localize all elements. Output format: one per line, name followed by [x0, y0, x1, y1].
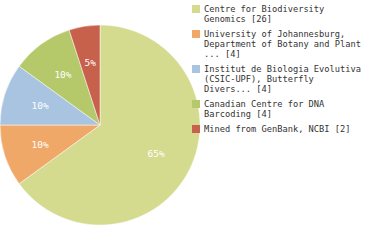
html-text:... [4]: ... [4]	[204, 49, 241, 59]
html-text:Genomics [26]: Genomics [26]	[204, 14, 272, 24]
html-text:Institut de Biologia Evolutiva: Institut de Biologia Evolutiva	[204, 64, 361, 74]
html-text:Divers... [4]: Divers... [4]	[204, 84, 272, 94]
html-text:Canadian Centre for DNA: Canadian Centre for DNA	[204, 99, 325, 109]
svg-text:65%: 65%	[148, 148, 165, 159]
html-text:(CSIC-UPF), Butterfly: (CSIC-UPF), Butterfly	[204, 74, 314, 84]
svg-text:10%: 10%	[54, 69, 71, 80]
html-text:University of Johannesburg,: University of Johannesburg,	[204, 29, 346, 39]
html-text:Mined from GenBank, NCBI [2]: Mined from GenBank, NCBI [2]	[204, 124, 351, 134]
svg-text:10%: 10%	[31, 139, 48, 150]
svg-text:5%: 5%	[84, 57, 96, 68]
html-text:Centre for Biodiversity: Centre for Biodiversity	[204, 4, 325, 14]
html-text:Department of Botany and Plant: Department of Botany and Plant	[204, 39, 361, 49]
html-text:Barcoding [4]: Barcoding [4]	[204, 109, 272, 119]
svg-text:10%: 10%	[31, 100, 48, 111]
